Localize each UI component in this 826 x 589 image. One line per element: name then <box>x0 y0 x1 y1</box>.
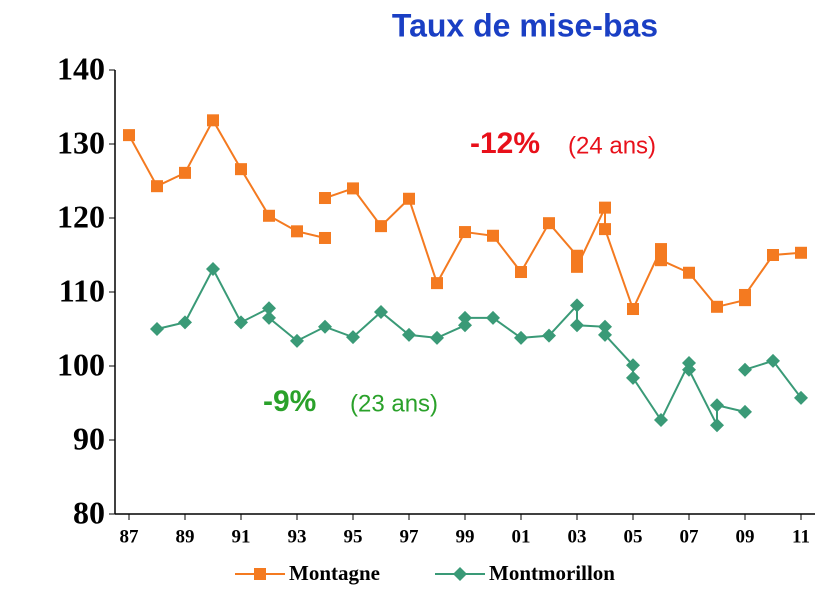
data-point <box>570 298 584 313</box>
data-point <box>458 310 472 325</box>
data-point <box>626 358 640 373</box>
y-tick-label: 110 <box>59 272 105 308</box>
data-point <box>262 310 276 325</box>
chart-title: Taux de mise-bas <box>392 7 658 43</box>
y-tick-label: 90 <box>73 420 105 456</box>
data-point <box>234 315 248 330</box>
data-point <box>599 201 611 214</box>
data-point <box>626 370 640 385</box>
data-point <box>598 327 612 342</box>
data-point <box>178 315 192 330</box>
data-point <box>206 262 220 277</box>
data-point <box>459 226 471 239</box>
x-tick-label: 93 <box>288 526 307 547</box>
x-tick-label: 99 <box>456 526 475 547</box>
data-point <box>598 319 612 334</box>
data-point <box>179 166 191 179</box>
data-point <box>515 266 527 279</box>
data-point <box>151 180 163 193</box>
data-point <box>458 318 472 333</box>
data-point <box>738 362 752 377</box>
data-point <box>543 217 555 230</box>
data-point <box>262 301 276 316</box>
x-tick-label: 09 <box>736 526 755 547</box>
data-point <box>346 330 360 345</box>
data-point <box>738 404 752 419</box>
data-point <box>767 249 779 261</box>
data-point <box>655 254 667 267</box>
data-point <box>739 288 751 301</box>
data-point <box>710 398 724 413</box>
data-point <box>319 192 331 205</box>
y-tick-label: 140 <box>57 50 105 86</box>
data-point <box>207 114 219 127</box>
legend-label: Montmorillon <box>489 561 615 585</box>
x-tick-label: 07 <box>680 526 700 547</box>
data-point <box>150 322 164 336</box>
data-point <box>486 310 500 325</box>
x-tick-label: 87 <box>120 526 140 547</box>
series-line <box>128 118 802 312</box>
annotation: -9% <box>263 385 316 418</box>
data-point <box>627 303 639 316</box>
data-point <box>683 266 695 279</box>
data-point <box>431 277 443 290</box>
data-point <box>319 231 331 244</box>
data-point <box>571 260 583 273</box>
data-point <box>235 163 247 176</box>
x-tick-label: 11 <box>792 526 810 547</box>
x-tick-label: 03 <box>568 526 587 547</box>
data-point <box>402 327 416 342</box>
x-tick-label: 05 <box>624 526 643 547</box>
data-point <box>430 330 444 345</box>
y-tick-label: 100 <box>57 346 105 382</box>
data-point <box>571 249 583 262</box>
data-point <box>123 129 135 142</box>
y-tick-label: 120 <box>57 198 105 234</box>
data-point <box>318 319 332 334</box>
legend-marker <box>254 568 266 580</box>
data-point <box>711 300 723 313</box>
data-point <box>291 225 303 238</box>
legend-marker <box>453 567 467 581</box>
data-point <box>599 223 611 236</box>
data-point <box>682 362 696 377</box>
y-tick-label: 130 <box>57 124 105 160</box>
data-point <box>542 328 556 343</box>
data-point <box>655 243 667 256</box>
annotation: (24 ans) <box>568 132 656 159</box>
data-point <box>375 220 387 233</box>
x-tick-label: 89 <box>176 526 195 547</box>
legend-label: Montagne <box>289 561 380 585</box>
y-tick-label: 80 <box>73 494 105 530</box>
data-point <box>290 333 304 348</box>
data-point <box>263 209 275 222</box>
data-point <box>766 353 780 368</box>
x-tick-label: 01 <box>512 526 531 547</box>
data-point <box>794 390 808 405</box>
data-point <box>710 418 724 433</box>
data-point <box>374 304 388 319</box>
data-point <box>487 229 499 242</box>
data-point <box>795 246 807 259</box>
x-tick-label: 95 <box>344 526 363 547</box>
data-point <box>654 413 668 428</box>
data-point <box>514 330 528 345</box>
x-tick-label: 91 <box>232 526 251 547</box>
data-point <box>403 192 415 205</box>
annotation: -12% <box>470 127 540 160</box>
x-tick-label: 97 <box>400 526 420 547</box>
data-point <box>347 182 359 195</box>
annotation: (23 ans) <box>350 390 438 417</box>
data-point <box>570 318 584 333</box>
